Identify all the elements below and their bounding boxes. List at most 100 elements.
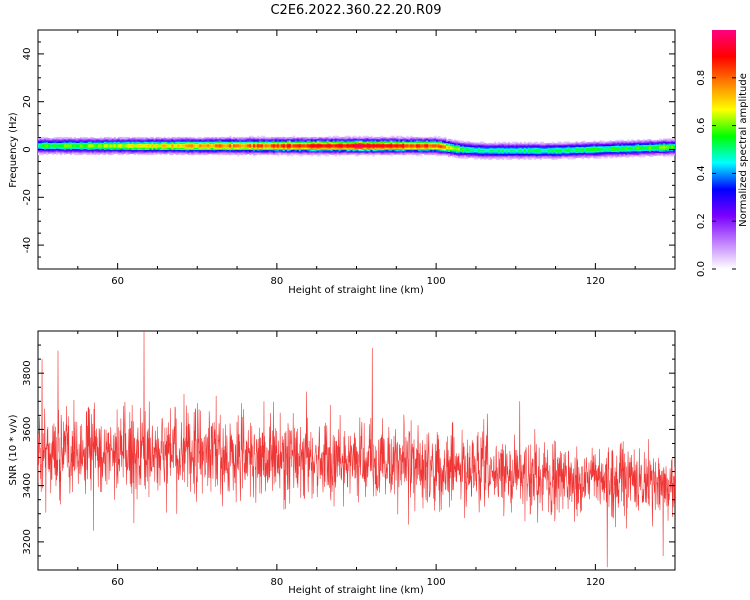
heatmap-cell — [173, 151, 176, 153]
heatmap-cell — [177, 148, 180, 151]
heatmap-cell — [567, 158, 570, 160]
heatmap-cell — [330, 141, 334, 144]
heatmap-cell — [581, 149, 584, 151]
heatmap-cell — [137, 147, 140, 150]
heatmap-cell — [103, 153, 107, 156]
heatmap-cell — [71, 140, 75, 142]
heatmap-cell — [655, 141, 658, 143]
heatmap-cell — [328, 141, 332, 144]
heatmap-cell — [432, 139, 435, 141]
heatmap-cell — [448, 154, 451, 156]
heatmap-cell — [219, 136, 222, 139]
heatmap-cell — [211, 146, 214, 148]
heatmap-cell — [131, 141, 134, 144]
heatmap-cell — [165, 150, 168, 152]
heatmap-cell — [262, 135, 266, 138]
heatmap-cell — [609, 141, 612, 143]
heatmap-cell — [260, 148, 264, 151]
heatmap-cell — [276, 150, 280, 152]
heatmap-cell — [179, 151, 182, 153]
heatmap-cell — [402, 146, 405, 148]
heatmap-cell — [410, 136, 413, 139]
heatmap-cell — [368, 153, 371, 156]
heatmap-cell — [629, 153, 632, 156]
heatmap-cell — [467, 142, 471, 144]
heatmap-cell — [77, 152, 81, 154]
heatmap-cell — [456, 149, 459, 151]
heatmap-cell — [374, 142, 377, 145]
heatmap-cell — [352, 151, 355, 153]
heatmap-cell — [57, 136, 61, 139]
heatmap-cell — [318, 136, 322, 139]
heatmap-cell — [356, 138, 359, 140]
heatmap-cell — [505, 147, 509, 150]
heatmap-cell — [247, 148, 250, 151]
colorbar-gradient — [712, 30, 736, 269]
heatmap-cell — [193, 153, 196, 156]
heatmap-cell — [364, 152, 367, 154]
heatmap-cell — [663, 154, 666, 156]
heatmap-cell — [448, 139, 451, 142]
heatmap-cell — [117, 139, 121, 141]
heatmap-cell — [245, 151, 248, 153]
heatmap-cell — [326, 136, 330, 139]
heatmap-cell — [463, 143, 467, 145]
heatmap-cell — [513, 156, 517, 158]
heatmap-cell — [396, 136, 399, 139]
heatmap-cell — [245, 146, 248, 148]
heatmap-cell — [107, 153, 111, 156]
heatmap-cell — [59, 151, 63, 153]
heatmap-cell — [326, 142, 330, 145]
heatmap-cell — [151, 146, 154, 148]
heatmap-cell — [332, 145, 336, 147]
heatmap-cell — [382, 150, 385, 152]
heatmap-cell — [201, 148, 204, 151]
heatmap-cell — [412, 146, 415, 148]
heatmap-cell — [420, 138, 423, 140]
heatmap-cell — [420, 147, 423, 150]
heatmap-cell — [551, 145, 554, 147]
heatmap-cell — [195, 138, 198, 140]
heatmap-cell — [209, 139, 212, 141]
heatmap-cell — [489, 145, 493, 147]
heatmap-cell — [569, 155, 572, 158]
heatmap-cell — [264, 138, 268, 140]
heatmap-cell — [430, 140, 433, 142]
heatmap-cell — [328, 135, 332, 138]
heatmap-cell — [137, 144, 140, 146]
heatmap-cell — [372, 148, 375, 151]
heatmap-cell — [617, 139, 620, 142]
heatmap-cell — [179, 138, 182, 140]
heatmap-cell — [623, 150, 626, 152]
heatmap-cell — [266, 136, 270, 139]
heatmap-cell — [374, 150, 377, 152]
heatmap-cell — [509, 148, 513, 151]
heatmap-cell — [157, 140, 160, 142]
heatmap-cell — [193, 152, 196, 154]
heatmap-cell — [569, 158, 572, 160]
heatmap-cell — [334, 140, 337, 142]
heatmap-cell — [189, 141, 192, 144]
heatmap-cell — [481, 154, 485, 157]
heatmap-cell — [456, 151, 459, 154]
heatmap-cell — [105, 140, 109, 142]
heatmap-cell — [79, 152, 83, 154]
heatmap-cell — [368, 141, 371, 144]
heatmap-cell — [310, 152, 314, 154]
heatmap-cell — [207, 147, 210, 150]
heatmap-cell — [155, 150, 158, 152]
heatmap-cell — [547, 156, 550, 158]
heatmap-cell — [314, 138, 318, 140]
heatmap-cell — [398, 151, 401, 153]
heatmap-cell — [671, 138, 674, 140]
heatmap-cell — [272, 152, 276, 154]
heatmap-cell — [282, 145, 286, 147]
heatmap-cell — [91, 142, 95, 145]
heatmap-cell — [260, 136, 264, 139]
heatmap-cell — [223, 151, 226, 153]
heatmap-cell — [467, 155, 471, 157]
heatmap-cell — [320, 144, 324, 146]
heatmap-cell — [63, 136, 67, 139]
heatmap-cell — [414, 152, 417, 154]
heatmap-cell — [173, 140, 176, 142]
